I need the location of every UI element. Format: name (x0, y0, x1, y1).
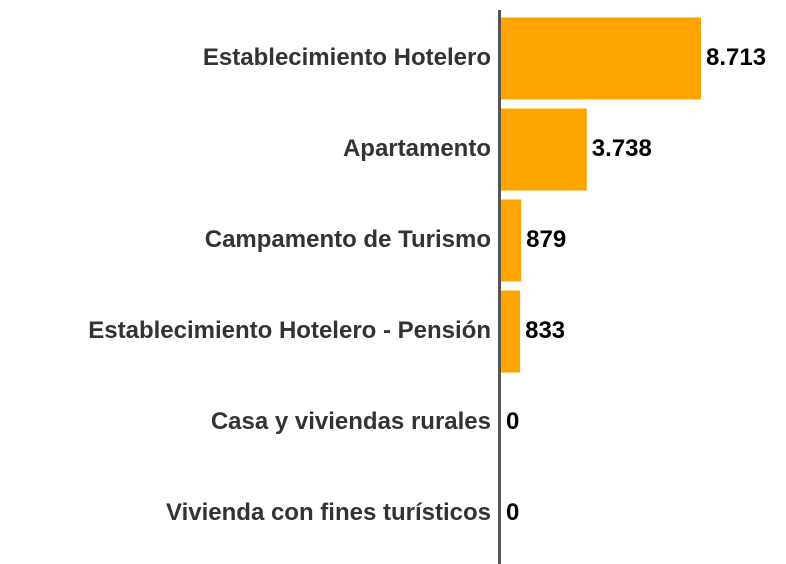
value-label: 879 (526, 226, 566, 253)
category-label: Campamento de Turismo (205, 226, 491, 253)
value-label: 3.738 (592, 135, 652, 162)
category-label: Vivienda con fines turísticos (166, 499, 491, 526)
bar (501, 17, 701, 100)
category-label: Casa y viviendas rurales (211, 408, 491, 435)
bar (501, 290, 521, 373)
bar (501, 199, 522, 282)
category-label: Establecimiento Hotelero - Pensión (88, 317, 491, 344)
category-label: Apartamento (343, 135, 491, 162)
bar (501, 108, 587, 191)
value-label: 833 (525, 317, 565, 344)
value-label: 0 (506, 408, 519, 435)
value-label: 0 (506, 499, 519, 526)
value-label: 8.713 (706, 44, 766, 71)
category-label: Establecimiento Hotelero (203, 44, 491, 71)
